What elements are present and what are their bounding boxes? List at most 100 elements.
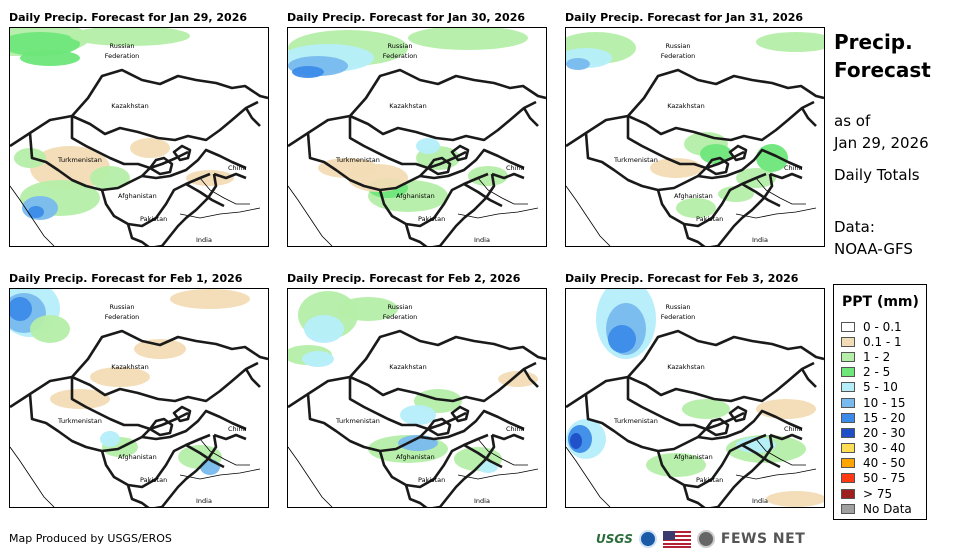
precip-area <box>682 399 730 419</box>
country-label: Russian <box>387 303 412 311</box>
country-label: India <box>752 497 768 505</box>
country-label: Kazakhstan <box>389 102 426 110</box>
country-label: Turkmenistan <box>613 156 658 164</box>
country-label: China <box>228 425 247 433</box>
precip-area <box>608 325 636 353</box>
country-border <box>288 68 546 148</box>
country-border <box>426 156 452 176</box>
minor-border <box>566 446 611 507</box>
country-border <box>656 172 767 228</box>
legend-item: 5 - 10 <box>841 380 912 395</box>
precip-map: Russian Federation Kazakhstan Turkmenistan A… <box>9 27 269 247</box>
country-border <box>450 144 470 162</box>
legend-label: 15 - 20 <box>863 410 906 425</box>
precip-field <box>10 28 234 220</box>
minor-border <box>735 207 817 219</box>
country-label: India <box>474 236 490 244</box>
legend-item: 15 - 20 <box>841 410 912 425</box>
country-label: India <box>474 497 490 505</box>
country-border <box>682 173 774 246</box>
precip-map: Russian Federation Kazakhstan Turkmenistan A… <box>9 288 269 508</box>
precip-area <box>90 166 130 190</box>
map-canvas: Russian Federation Kazakhstan Turkmenistan A… <box>566 289 824 507</box>
noaa-logo-icon <box>638 530 657 548</box>
legend-item: 1 - 2 <box>841 349 912 364</box>
country-border <box>584 393 707 453</box>
precip-area <box>134 339 186 359</box>
country-border <box>656 433 767 489</box>
precip-map: Russian Federation Kazakhstan Turkmenistan A… <box>287 288 547 508</box>
country-border <box>626 377 745 431</box>
country-border <box>10 68 268 148</box>
country-border <box>148 417 174 437</box>
country-border <box>697 409 803 441</box>
map-credit: Map Produced by USGS/EROS <box>9 532 172 545</box>
country-border <box>141 409 247 441</box>
precip-field <box>566 289 824 507</box>
panel-title: Daily Precip. Forecast for Jan 29, 2026 <box>9 11 248 24</box>
minor-border <box>288 185 333 246</box>
country-border <box>419 409 525 441</box>
as-of-label: as of <box>834 112 871 130</box>
precip-map: Russian Federation Kazakhstan Turkmenistan A… <box>287 27 547 247</box>
country-label: Pakistan <box>140 476 167 484</box>
as-of-value: Jan 29, 2026 <box>834 134 929 152</box>
minor-border <box>735 468 817 480</box>
legend-label: 0 - 0.1 <box>863 319 902 334</box>
country-border <box>213 433 247 441</box>
legend-swatch <box>841 321 855 332</box>
country-label: Pakistan <box>140 215 167 223</box>
panel-title: Daily Precip. Forecast for Jan 30, 2026 <box>287 11 526 24</box>
legend-item: 50 - 75 <box>841 471 912 486</box>
minor-border <box>755 438 806 466</box>
country-border <box>126 434 218 507</box>
country-border <box>348 116 467 170</box>
legend-label: > 75 <box>863 486 893 501</box>
country-label: Kazakhstan <box>111 363 148 371</box>
country-border <box>627 100 815 142</box>
country-border <box>704 156 730 176</box>
country-border <box>463 443 503 469</box>
country-border <box>741 443 781 469</box>
precip-map: Russian Federation Kazakhstan Turkmenistan A… <box>565 288 825 508</box>
country-border <box>522 368 539 388</box>
minor-border <box>457 468 539 480</box>
legend-swatch <box>841 488 855 499</box>
daily-totals-label: Daily Totals <box>834 166 920 184</box>
map-canvas: Russian Federation Kazakhstan Turkmenistan A… <box>10 289 268 507</box>
country-label: Kazakhstan <box>667 363 704 371</box>
country-border <box>10 329 268 409</box>
precip-field <box>288 291 538 473</box>
country-label: Pakistan <box>418 215 445 223</box>
map-canvas: Russian Federation Kazakhstan Turkmenistan A… <box>288 28 546 246</box>
legend-item: No Data <box>841 501 912 516</box>
precip-area <box>28 206 44 218</box>
country-label: Afghanistan <box>674 453 713 461</box>
country-label: Russian <box>665 42 690 50</box>
country-border <box>349 100 537 142</box>
legend-label: No Data <box>863 501 912 516</box>
legend-swatch <box>841 412 855 423</box>
legend-swatch <box>841 336 855 347</box>
country-border <box>378 172 489 228</box>
country-border <box>627 361 815 403</box>
precip-area <box>756 399 816 419</box>
precip-area <box>50 389 110 409</box>
precip-area <box>200 459 220 475</box>
country-border <box>288 329 546 409</box>
country-label: Turkmenistan <box>57 417 102 425</box>
country-border <box>728 405 748 423</box>
country-label: Afghanistan <box>396 453 435 461</box>
country-border <box>70 377 189 431</box>
legend-swatch <box>841 443 855 454</box>
side-title-line1: Precip. <box>834 30 913 54</box>
country-label: Russian <box>109 42 134 50</box>
legend-label: 5 - 10 <box>863 380 898 395</box>
country-label: India <box>196 497 212 505</box>
country-border <box>349 361 537 403</box>
country-border <box>697 148 803 180</box>
minor-border <box>477 438 528 466</box>
legend-swatch <box>841 367 855 378</box>
country-border <box>28 132 151 192</box>
